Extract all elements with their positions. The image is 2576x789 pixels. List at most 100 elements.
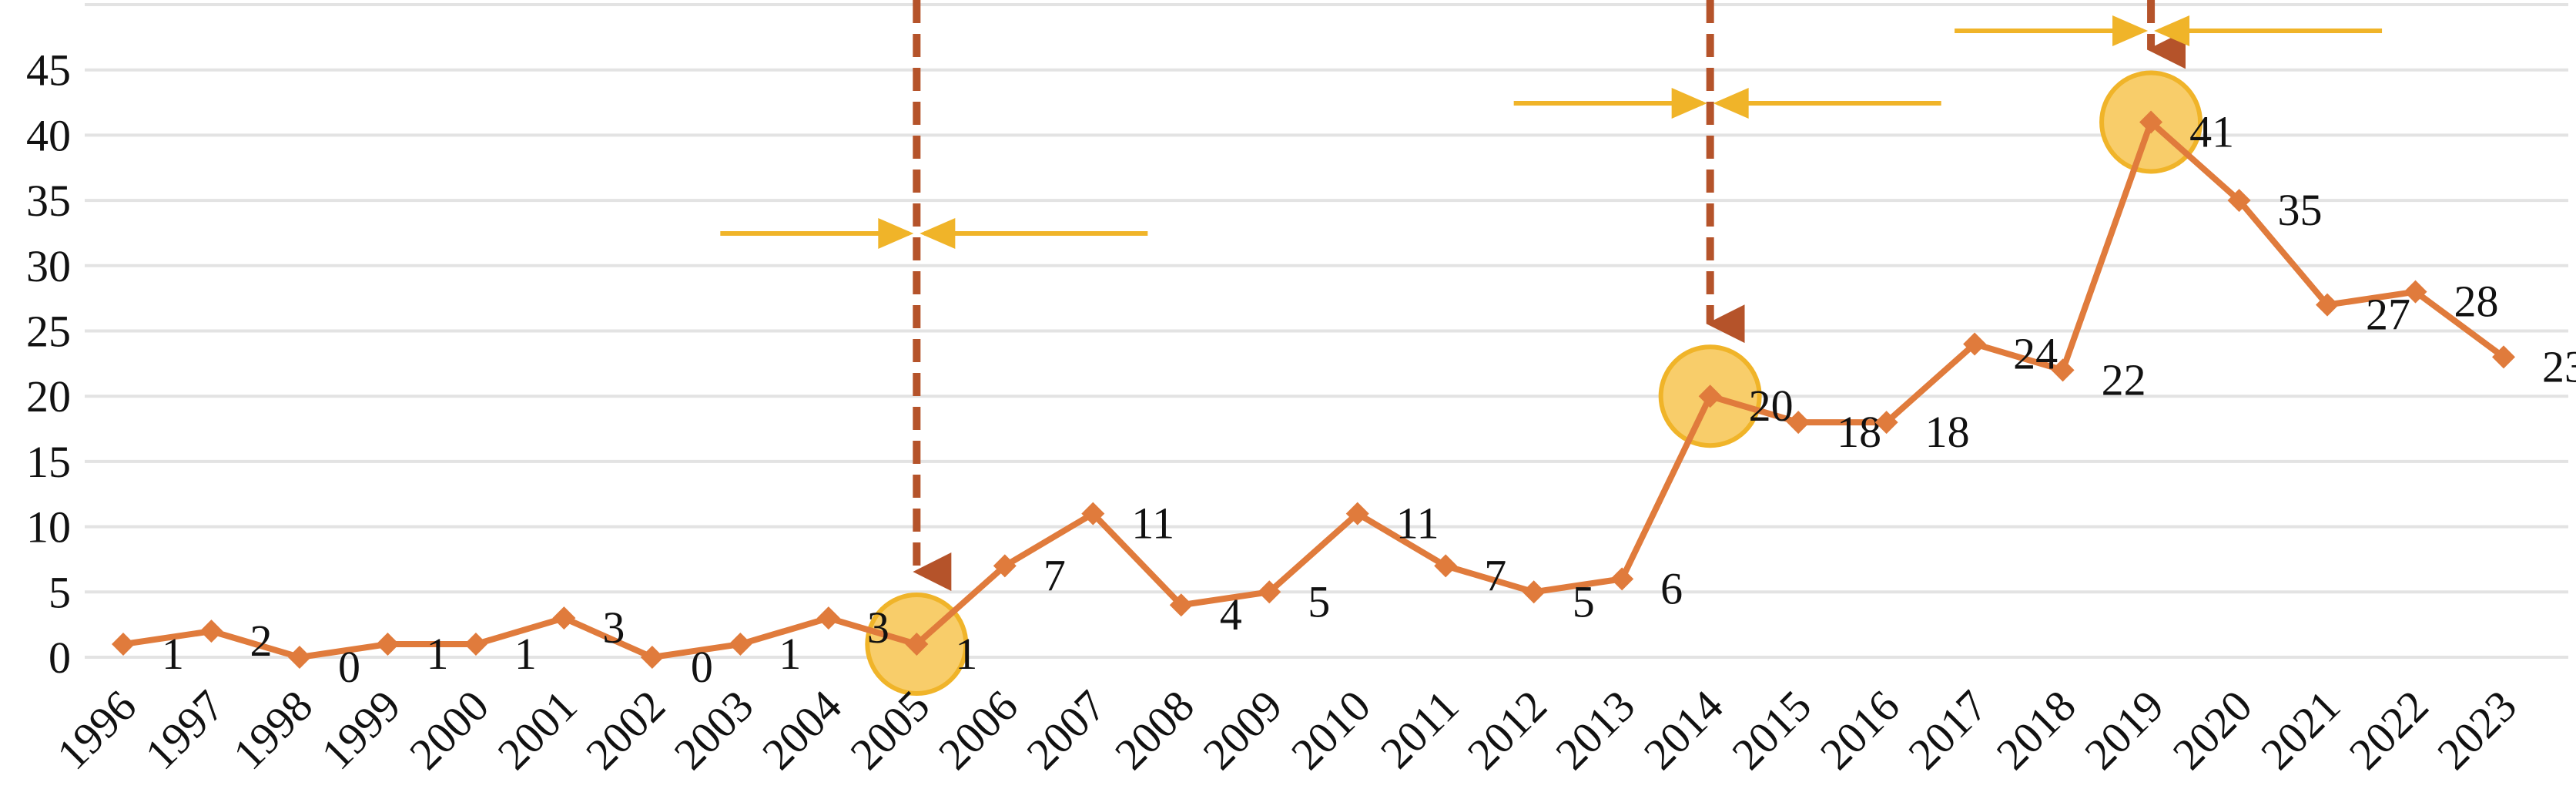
- x-tick-label: 2006: [929, 680, 1027, 779]
- data-marker: [2227, 189, 2251, 213]
- x-tick-label: 2018: [1987, 680, 2085, 779]
- x-tick-label: 2009: [1193, 680, 1291, 779]
- data-marker: [993, 554, 1017, 578]
- y-tick-label: 25: [26, 307, 71, 357]
- data-marker: [2316, 293, 2340, 317]
- data-label: 41: [2189, 106, 2234, 156]
- data-marker: [376, 633, 400, 656]
- x-tick-label: 2021: [2251, 680, 2350, 779]
- data-marker: [1787, 411, 1811, 435]
- x-tick-label: 1997: [136, 680, 234, 779]
- x-tick-label: 2003: [665, 680, 763, 779]
- data-label: 24: [2013, 328, 2058, 378]
- bracket-left-head: [1671, 88, 1707, 119]
- x-tick-label: 2019: [2075, 680, 2173, 779]
- data-marker: [1522, 580, 1546, 604]
- y-tick-label: 15: [26, 437, 71, 487]
- data-label: 1: [514, 629, 537, 679]
- data-marker: [1081, 502, 1105, 525]
- x-tick-label: 1996: [47, 680, 146, 779]
- data-marker: [464, 633, 487, 656]
- data-marker: [640, 646, 664, 669]
- series-line: [122, 119, 2506, 660]
- data-marker: [1434, 554, 1458, 578]
- x-tick-label: 2000: [400, 680, 498, 779]
- data-label: 4: [1220, 589, 1242, 640]
- x-tick-label: 1999: [312, 680, 410, 779]
- data-marker: [1874, 411, 1898, 435]
- data-marker: [1610, 567, 1634, 591]
- data-label: 5: [1308, 576, 1330, 626]
- data-label: 0: [338, 642, 360, 692]
- bracket-left-head: [878, 218, 914, 249]
- y-tick-label: 20: [26, 371, 71, 421]
- y-tick-label: 0: [49, 633, 71, 683]
- x-tick-label: 2014: [1634, 680, 1733, 779]
- x-tick-label: 2011: [1371, 680, 1468, 777]
- data-label: 28: [2454, 277, 2499, 327]
- x-tick-label: 2015: [1722, 680, 1821, 779]
- data-marker: [552, 606, 576, 630]
- data-label: 18: [1837, 407, 1881, 457]
- data-label: 5: [1573, 576, 1595, 626]
- data-label: 6: [1660, 563, 1683, 613]
- y-tick-label: 10: [26, 502, 71, 552]
- data-label: 23: [2542, 341, 2576, 391]
- data-marker: [2492, 345, 2515, 369]
- x-tick-label: 2016: [1811, 680, 1909, 779]
- x-tick-label: 2002: [576, 680, 675, 779]
- data-marker: [287, 646, 311, 669]
- data-label: 7: [1043, 550, 1066, 600]
- data-label: 11: [1396, 499, 1439, 549]
- data-label: 3: [602, 603, 625, 653]
- bracket-left-head: [2112, 15, 2149, 46]
- data-marker: [1258, 580, 1281, 604]
- data-label: 2: [250, 616, 272, 666]
- x-tick-label: 2005: [841, 680, 940, 779]
- x-tick-label: 2001: [488, 680, 587, 779]
- bracket-right-head: [2154, 15, 2190, 46]
- data-marker: [1169, 593, 1193, 617]
- data-marker: [1345, 502, 1369, 525]
- data-label: 11: [1131, 499, 1174, 549]
- data-label: 22: [2102, 354, 2146, 405]
- bracket-right-head: [920, 218, 956, 249]
- x-tick-label: 2020: [2163, 680, 2262, 779]
- y-tick-label: 35: [26, 176, 71, 226]
- data-label: 20: [1749, 381, 1794, 431]
- data-label: 3: [867, 603, 889, 653]
- x-tick-label: 2010: [1281, 680, 1380, 779]
- data-label: 1: [955, 629, 977, 679]
- x-tick-label: 1998: [223, 680, 322, 779]
- data-label: 1: [779, 629, 801, 679]
- data-marker: [729, 633, 752, 656]
- x-tick-label: 2023: [2427, 680, 2526, 779]
- data-marker: [905, 633, 929, 656]
- data-label: 1: [426, 629, 448, 679]
- data-marker: [1698, 384, 1722, 408]
- data-label: 1: [162, 629, 184, 679]
- y-tick-label: 40: [26, 110, 71, 160]
- data-marker: [2139, 110, 2163, 134]
- data-marker: [199, 619, 223, 643]
- data-marker: [816, 606, 840, 630]
- y-tick-label: 30: [26, 241, 71, 291]
- data-marker: [112, 633, 135, 656]
- y-tick-label: 5: [49, 567, 71, 617]
- x-tick-label: 2004: [752, 680, 851, 779]
- x-tick-label: 2012: [1458, 680, 1556, 779]
- data-label: 7: [1484, 550, 1506, 600]
- x-tick-label: 2022: [2340, 680, 2438, 779]
- data-marker: [1963, 332, 1987, 356]
- data-label: 0: [691, 642, 713, 692]
- data-label: 18: [1925, 407, 1970, 457]
- x-tick-label: 2007: [1017, 680, 1116, 779]
- x-tick-label: 2017: [1898, 680, 1997, 779]
- data-label: 27: [2366, 290, 2410, 340]
- y-tick-label: 45: [26, 45, 71, 96]
- x-tick-label: 2008: [1105, 680, 1204, 779]
- data-label: 35: [2278, 185, 2323, 235]
- x-tick-label: 2013: [1546, 680, 1644, 779]
- data-marker: [2051, 358, 2075, 382]
